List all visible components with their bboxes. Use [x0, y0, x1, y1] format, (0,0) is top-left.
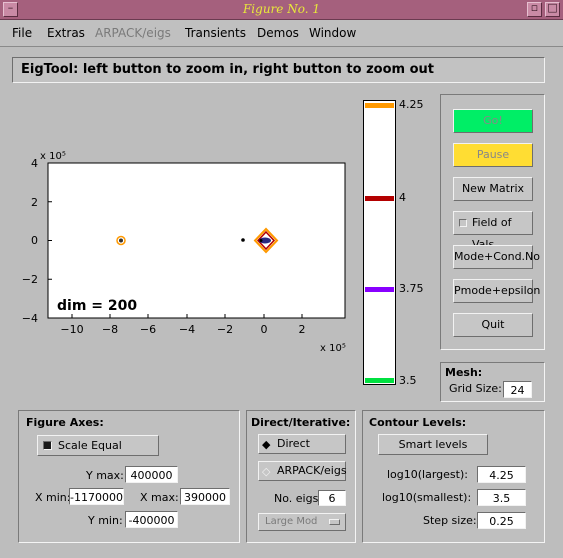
colorbar-level-4-25 — [365, 103, 394, 108]
window-menu-icon: – — [7, 1, 14, 14]
x-tick-label: 0 — [261, 323, 268, 336]
menu-arpack[interactable]: ARPACK/eigs — [95, 26, 171, 40]
grid-size-input[interactable]: 24 — [503, 381, 532, 398]
ymin-input[interactable]: -400000 — [125, 511, 178, 528]
xmin-label: X min: — [35, 491, 71, 504]
no-eigs-label: No. eigs — [274, 492, 319, 505]
menu-transients[interactable]: Transients — [185, 26, 246, 40]
y-tick-label: 2 — [31, 196, 38, 209]
window-title-bar[interactable]: – Figure No. 1 ▫ □ — [0, 0, 563, 20]
colorbar — [363, 100, 396, 385]
menu-demos[interactable]: Demos — [257, 26, 299, 40]
contour-left — [116, 235, 126, 246]
pseudospectra-plot[interactable]: x 10⁵ x 10⁵ 4 2 0 −2 −4 −10 −8 −6 −4 −2 … — [0, 140, 350, 355]
eigenvalue-point — [241, 238, 245, 242]
y-axis: 4 2 0 −2 −4 — [22, 157, 52, 325]
pause-button[interactable]: Pause — [453, 143, 533, 167]
colorbar-label: 4 — [399, 191, 406, 204]
maximize-icon: □ — [547, 1, 558, 14]
field-of-vals-checkbox[interactable] — [459, 219, 467, 227]
colorbar-level-3-75 — [365, 287, 394, 292]
x-tick-label: 2 — [299, 323, 306, 336]
field-of-vals-toggle[interactable]: Field of Vals. — [453, 211, 533, 251]
x-tick-label: −4 — [179, 323, 195, 336]
y-tick-label: 4 — [31, 157, 38, 170]
y-tick-label: −4 — [22, 312, 38, 325]
direct-label: Direct — [277, 437, 310, 450]
ymax-label: Y max: — [86, 469, 124, 482]
minimize-button[interactable]: ▫ — [527, 1, 542, 17]
go-button[interactable]: Go! — [453, 109, 533, 133]
colorbar-level-4 — [365, 196, 394, 201]
menu-window[interactable]: Window — [309, 26, 357, 40]
status-header: EigTool: left button to zoom in, right b… — [12, 57, 545, 83]
status-header-text: EigTool: left button to zoom in, right b… — [21, 62, 434, 77]
smallest-label: log10(smallest): — [382, 491, 472, 504]
scale-equal-label: Scale Equal — [58, 439, 122, 452]
mesh-title: Mesh: — [445, 366, 483, 379]
colorbar-label: 4.25 — [399, 98, 424, 111]
which-eigs-value: Large Mod — [265, 516, 318, 527]
pmode-epsilon-button[interactable]: Pmode+epsilon — [453, 279, 540, 303]
dropdown-indicator-icon — [329, 519, 340, 525]
plot-area[interactable] — [47, 162, 346, 319]
radio-unselected-icon: ◇ — [262, 465, 271, 478]
xmax-label: X max: — [140, 491, 179, 504]
smart-levels-button[interactable]: Smart levels — [378, 434, 488, 455]
minimize-icon: ▫ — [530, 1, 539, 14]
smallest-input[interactable]: 3.5 — [477, 489, 526, 506]
ymax-input[interactable]: 400000 — [125, 466, 178, 483]
step-size-label: Step size: — [423, 514, 477, 527]
y-multiplier: x 10⁵ — [40, 151, 66, 162]
window-menu-button[interactable]: – — [3, 1, 18, 17]
scale-equal-toggle[interactable]: Scale Equal — [37, 435, 159, 456]
x-axis: −10 −8 −6 −4 −2 0 2 — [60, 314, 306, 336]
new-matrix-button[interactable]: New Matrix — [453, 177, 533, 201]
colorbar-label: 3.75 — [399, 282, 424, 295]
radio-selected-icon: ◆ — [262, 438, 271, 451]
x-multiplier: x 10⁵ — [320, 343, 346, 354]
x-tick-label: −8 — [102, 323, 118, 336]
figure-axes-title: Figure Axes: — [26, 416, 104, 429]
x-tick-label: −2 — [217, 323, 233, 336]
ymin-label: Y min: — [88, 514, 123, 527]
y-tick-label: −2 — [22, 273, 38, 286]
xmin-input[interactable]: -1170000 — [69, 488, 124, 505]
which-eigs-select[interactable]: Large Mod — [258, 513, 346, 531]
no-eigs-input[interactable]: 6 — [318, 490, 346, 506]
xmax-input[interactable]: 390000 — [180, 488, 230, 505]
arpack-radio[interactable]: ◇ ARPACK/eigs — [258, 461, 347, 481]
largest-input[interactable]: 4.25 — [477, 466, 526, 483]
menu-extras[interactable]: Extras — [47, 26, 85, 40]
direct-iterative-title: Direct/Iterative: — [251, 416, 351, 429]
arpack-label: ARPACK/eigs — [277, 464, 347, 477]
grid-size-label: Grid Size: — [449, 382, 502, 395]
colorbar-level-3-5 — [365, 378, 394, 383]
mode-cond-button[interactable]: Mode+Cond.No — [453, 245, 540, 269]
dim-annotation: dim = 200 — [57, 298, 137, 314]
colorbar-label: 3.5 — [399, 374, 417, 387]
x-tick-label: −6 — [140, 323, 156, 336]
y-tick-label: 0 — [31, 234, 38, 247]
menu-file[interactable]: File — [12, 26, 33, 40]
window-title: Figure No. 1 — [242, 2, 320, 16]
quit-button[interactable]: Quit — [453, 313, 533, 337]
menu-bar: File Extras ARPACK/eigs Transients Demos… — [0, 20, 563, 47]
largest-label: log10(largest): — [387, 468, 468, 481]
step-size-input[interactable]: 0.25 — [477, 512, 526, 529]
x-tick-label: −10 — [60, 323, 83, 336]
contour-right — [253, 227, 279, 254]
scale-equal-checkbox[interactable] — [43, 441, 52, 450]
maximize-button[interactable]: □ — [545, 1, 560, 17]
contour-levels-title: Contour Levels: — [369, 416, 467, 429]
direct-radio[interactable]: ◆ Direct — [258, 434, 346, 454]
